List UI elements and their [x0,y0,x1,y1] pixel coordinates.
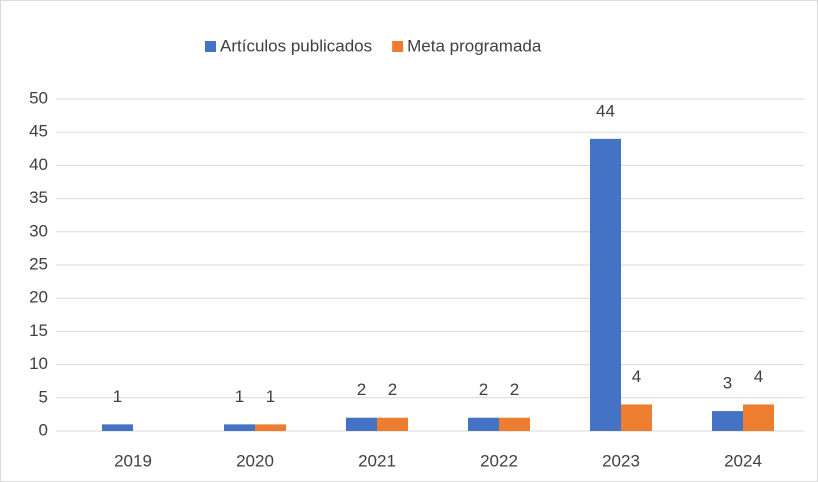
bar [712,411,743,431]
data-label: 2 [388,380,397,399]
legend-swatch [392,41,404,52]
bar [621,404,652,431]
legend-label: Meta programada [407,36,542,55]
y-tick-label: 40 [29,155,48,174]
legend-label: Artículos publicados [220,36,372,55]
data-label: 1 [235,387,244,406]
data-label: 1 [266,387,275,406]
data-label: 44 [596,101,615,120]
legend-swatch [205,41,216,52]
data-label: 2 [357,380,366,399]
bar [102,424,133,431]
bar [590,138,621,431]
x-tick-label: 2019 [114,451,152,470]
data-label: 2 [479,380,488,399]
bar [377,417,408,431]
bar [224,424,255,431]
x-tick-label: 2023 [602,451,640,470]
bar [468,417,499,431]
data-label: 3 [723,374,732,393]
x-tick-label: 2020 [236,451,274,470]
y-tick-label: 45 [29,122,48,141]
y-tick-label: 30 [29,221,48,240]
data-label: 2 [510,380,519,399]
data-label: 1 [113,387,122,406]
x-tick-label: 2021 [358,451,396,470]
y-tick-label: 5 [39,387,48,406]
bar [499,417,530,431]
bar [255,424,286,431]
y-tick-label: 10 [29,354,48,373]
y-tick-label: 50 [29,88,48,107]
data-label: 4 [632,367,641,386]
y-tick-label: 0 [39,420,48,439]
y-tick-label: 20 [29,288,48,307]
x-tick-label: 2024 [724,451,762,470]
x-tick-label: 2022 [480,451,518,470]
y-tick-label: 15 [29,321,48,340]
bar [743,404,774,431]
y-tick-label: 35 [29,188,48,207]
y-tick-label: 25 [29,254,48,273]
bar [346,417,377,431]
data-label: 4 [754,367,763,386]
